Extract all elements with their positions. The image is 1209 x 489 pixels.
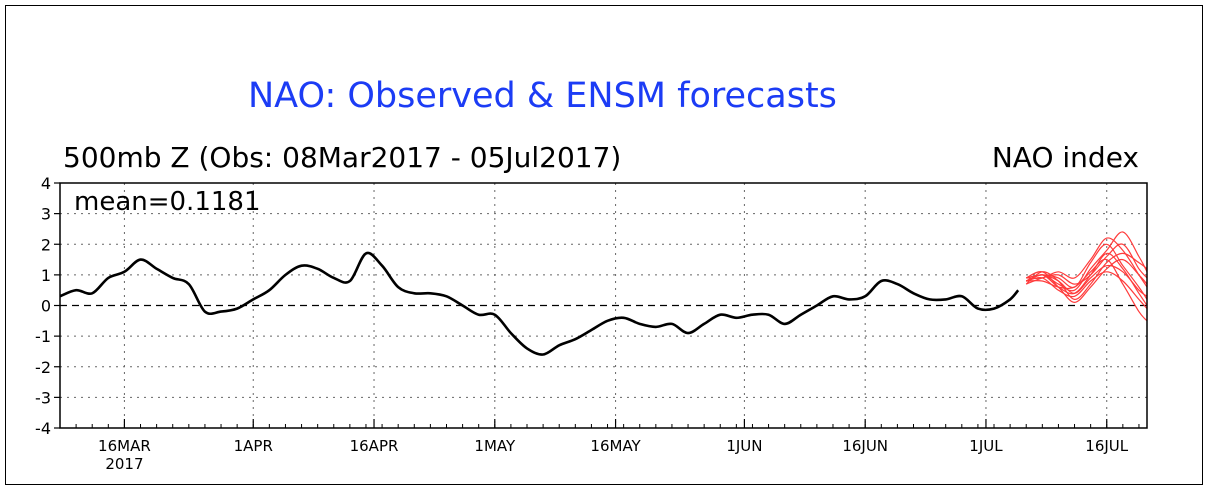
y-tick-label: -3 [35, 388, 51, 407]
x-tick-label: 1MAY [474, 437, 516, 455]
x-tick-label: 16JUN [842, 437, 888, 455]
x-tick-label: 1JUN [726, 437, 762, 455]
forecast-member-line [1026, 258, 1148, 322]
y-tick-label: -1 [35, 327, 51, 346]
y-axis-label: NAO index [991, 141, 1139, 174]
x-tick-label: 1JUL [969, 437, 1003, 455]
forecast-member-line [1025, 252, 1148, 306]
forecast-member-line [1025, 252, 1148, 300]
chart-title: NAO: Observed & ENSM forecasts [248, 76, 837, 116]
forecast-member-line [1026, 237, 1148, 288]
plot-area-frame [59, 182, 1148, 429]
x-tick-label: 1APR [234, 437, 273, 455]
x-tick-sublabel: 2017 [105, 455, 143, 473]
y-tick-label: 0 [41, 297, 51, 316]
x-tick-label: 16MAR [98, 437, 151, 455]
y-tick-label: -2 [35, 358, 51, 377]
x-tick-label: 16APR [350, 437, 399, 455]
y-tick-label: 4 [41, 174, 51, 193]
figure-frame [5, 5, 1203, 485]
observed-nao-line [59, 251, 1020, 356]
chart-subtitle: 500mb Z (Obs: 08Mar2017 - 05Jul2017) [63, 141, 622, 174]
x-tick-label: 16MAY [590, 437, 641, 455]
forecast-member-line [1026, 243, 1148, 300]
forecast-member-line [1026, 271, 1148, 309]
y-tick-label: 2 [41, 235, 51, 254]
y-tick-label: 3 [41, 205, 51, 224]
y-tick-label: -4 [35, 419, 51, 438]
x-tick-label: 16JUL [1085, 437, 1128, 455]
mean-annotation: mean=0.1181 [74, 187, 261, 217]
y-tick-label: 1 [41, 266, 51, 285]
